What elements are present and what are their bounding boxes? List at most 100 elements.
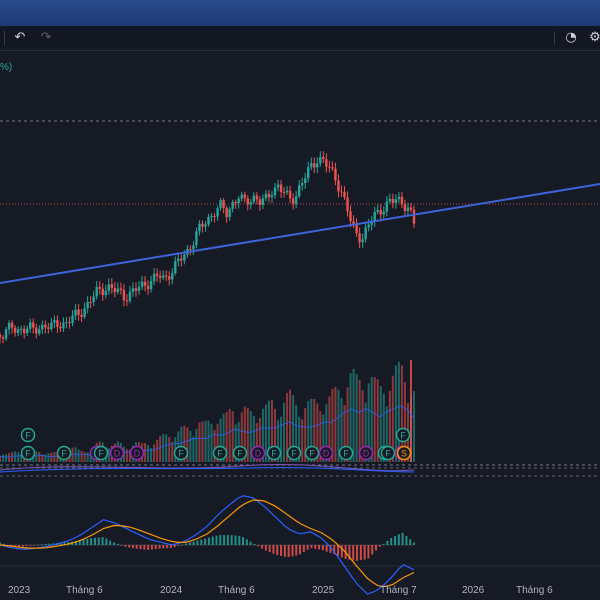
candle-body xyxy=(297,185,301,197)
candle-body xyxy=(104,290,107,296)
event-marker[interactable]: F xyxy=(93,445,109,461)
event-marker-circle xyxy=(358,445,374,461)
event-marker[interactable]: F xyxy=(395,427,411,443)
event-marker[interactable]: F xyxy=(20,427,36,443)
event-marker[interactable]: D xyxy=(358,445,374,461)
macd-histogram-bar xyxy=(200,539,203,545)
volume-bar xyxy=(234,424,237,462)
volume-bar xyxy=(358,380,361,462)
candle-body xyxy=(92,296,95,303)
event-marker-label: F xyxy=(343,449,349,459)
event-marker-circle xyxy=(20,427,36,443)
candle-body xyxy=(255,195,259,200)
macd-histogram-bar xyxy=(135,545,138,549)
volume-bar xyxy=(410,360,412,462)
volume-bar xyxy=(277,420,280,462)
event-marker[interactable]: D xyxy=(318,445,334,461)
volume-bar xyxy=(322,414,325,462)
candle-body xyxy=(195,231,198,246)
event-marker[interactable]: F xyxy=(286,445,302,461)
event-marker[interactable]: F xyxy=(232,445,248,461)
candle-body xyxy=(41,324,44,330)
volume-bar xyxy=(394,365,397,462)
volume-bar xyxy=(388,390,391,462)
event-marker[interactable]: F xyxy=(338,445,354,461)
candle-body xyxy=(174,261,177,274)
macd-histogram-bar xyxy=(40,544,43,546)
volume-bar xyxy=(180,426,183,462)
candle-body xyxy=(83,308,86,317)
undo-icon[interactable]: ↶ xyxy=(14,30,26,45)
macd-histogram-bar xyxy=(257,545,260,547)
macd-histogram-bar xyxy=(291,545,294,557)
candle-body xyxy=(35,327,38,334)
candle-body xyxy=(65,322,68,324)
candle-body xyxy=(168,276,171,280)
candle-body xyxy=(180,258,183,261)
event-marker[interactable]: S xyxy=(396,445,412,461)
candle-body xyxy=(397,196,401,200)
macd-histogram-bar xyxy=(306,545,309,550)
chart-canvas[interactable]: FFFFDFDDFFFDFFFDFDFFDS 2023 Tháng 6 2024… xyxy=(0,50,600,600)
candle-body xyxy=(352,221,355,225)
macd-histogram-bar xyxy=(48,543,51,545)
candle-body xyxy=(165,275,168,277)
event-marker-circle xyxy=(304,445,320,461)
candle-body xyxy=(340,191,343,193)
redo-icon[interactable]: ↷ xyxy=(40,30,52,45)
volume-bar xyxy=(222,413,225,462)
macd-histogram-bar xyxy=(234,535,237,545)
gear-icon[interactable]: ⚙ xyxy=(589,30,600,45)
macd-histogram-bar xyxy=(192,541,195,545)
volume-bar xyxy=(340,398,343,462)
candle-body xyxy=(25,328,29,333)
macd-histogram-bar xyxy=(86,538,89,545)
event-marker[interactable]: D xyxy=(250,445,266,461)
candle-body xyxy=(243,194,246,199)
volume-bar xyxy=(128,449,131,462)
macd-histogram-bar xyxy=(268,545,271,553)
macd-histogram-bar xyxy=(128,545,131,548)
candle-body xyxy=(409,207,413,210)
event-marker[interactable]: F xyxy=(212,445,228,461)
candle-body xyxy=(101,288,104,296)
event-marker-label: F xyxy=(400,431,406,441)
trendline-layer[interactable] xyxy=(0,183,600,284)
event-marker-circle xyxy=(250,445,266,461)
camera-icon[interactable]: ◔ xyxy=(565,30,577,45)
volume-bar xyxy=(370,376,373,462)
candle-body xyxy=(382,211,385,215)
macd-histogram-bar xyxy=(14,545,17,547)
volume-bar xyxy=(325,403,328,462)
candle-body xyxy=(403,204,407,211)
macd-histogram-bar xyxy=(397,534,400,545)
candle-body xyxy=(0,334,2,338)
event-marker[interactable]: F xyxy=(56,445,72,461)
volume-bar xyxy=(225,411,228,462)
candle-body xyxy=(313,163,316,168)
event-marker[interactable]: F xyxy=(304,445,320,461)
volume-bar xyxy=(74,447,77,462)
event-marker[interactable]: F xyxy=(173,445,189,461)
candle-body xyxy=(137,286,141,291)
candle-body xyxy=(155,273,159,276)
candle-body xyxy=(177,258,180,262)
event-marker[interactable]: F xyxy=(20,445,36,461)
event-marker[interactable]: D xyxy=(109,445,125,461)
candle-body xyxy=(98,287,101,289)
event-marker-circle xyxy=(232,445,248,461)
macd-histogram-bar xyxy=(276,545,279,556)
event-markers[interactable]: FFFFDFDDFFFDFFFDFDFFDS xyxy=(20,427,412,461)
event-marker[interactable]: F xyxy=(380,445,396,461)
event-marker[interactable]: F xyxy=(266,445,282,461)
candle-body xyxy=(95,287,98,297)
volume-bar xyxy=(379,385,382,462)
volume-bar xyxy=(219,418,222,462)
volume-bar xyxy=(156,439,159,462)
macd-histogram-bar xyxy=(283,545,286,557)
volume-bar xyxy=(413,391,415,462)
event-marker[interactable]: D xyxy=(129,445,145,461)
candle-body xyxy=(240,194,243,199)
volume-bar xyxy=(373,377,376,462)
volume-bar xyxy=(267,400,270,462)
